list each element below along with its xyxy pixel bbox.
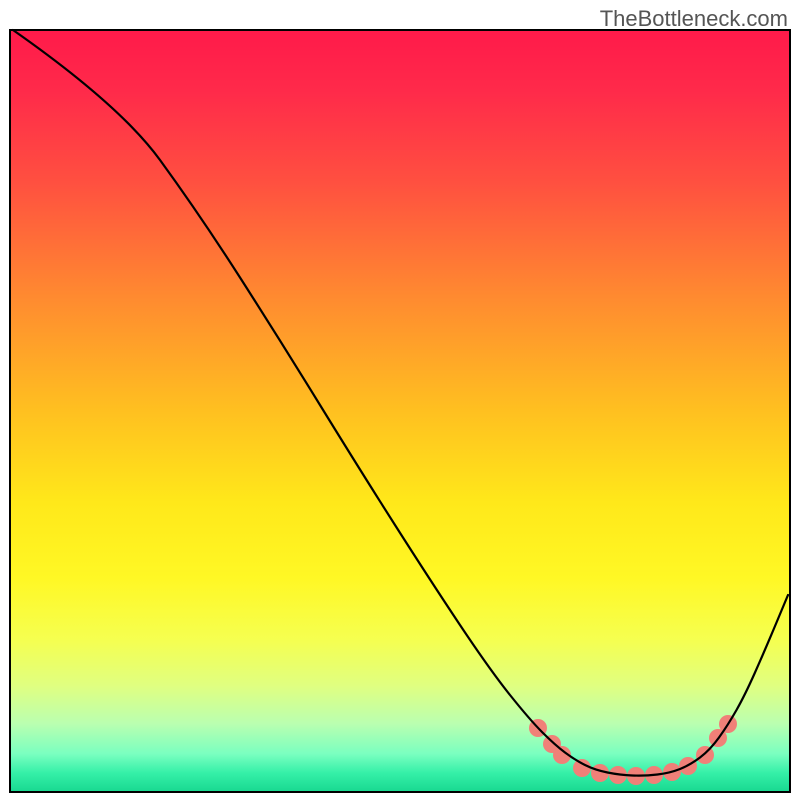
curve-marker	[573, 759, 591, 777]
watermark-text: TheBottleneck.com	[600, 6, 788, 32]
bottleneck-chart: TheBottleneck.com	[0, 0, 800, 800]
chart-svg	[0, 0, 800, 800]
plot-background	[10, 30, 790, 792]
